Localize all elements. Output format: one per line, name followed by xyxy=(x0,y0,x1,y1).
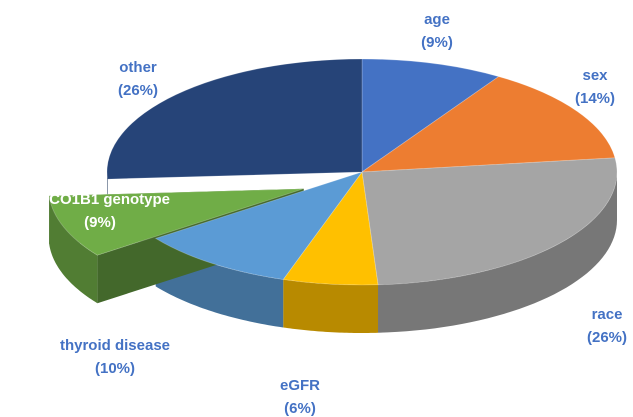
slice xyxy=(360,76,616,173)
slice-value-label: (6%) xyxy=(284,400,316,417)
slice-label: sex xyxy=(582,67,608,84)
slice-label: thyroid disease xyxy=(60,337,170,354)
slice-value-label: (9%) xyxy=(421,34,453,51)
slice xyxy=(48,188,304,256)
slice-side xyxy=(49,195,98,304)
slice-value-label: (10%) xyxy=(95,360,135,377)
slice xyxy=(154,171,364,280)
slice-label: race xyxy=(592,306,623,323)
slice-label: other xyxy=(119,59,157,76)
slice-label: eGFR xyxy=(280,377,320,394)
slice-label: age xyxy=(424,11,450,28)
slice xyxy=(361,157,618,286)
slice xyxy=(361,58,500,173)
slice-side xyxy=(283,279,379,333)
slice-value-label: (14%) xyxy=(575,90,615,107)
slice xyxy=(282,170,379,286)
slice-value-label: (9%) xyxy=(84,214,116,231)
slice-value-label: (26%) xyxy=(587,329,627,346)
slice xyxy=(106,58,363,180)
slice-side xyxy=(378,172,617,333)
slice-value-label: (26%) xyxy=(118,82,158,99)
slice-label: SLCO1B1 genotype xyxy=(30,191,170,208)
